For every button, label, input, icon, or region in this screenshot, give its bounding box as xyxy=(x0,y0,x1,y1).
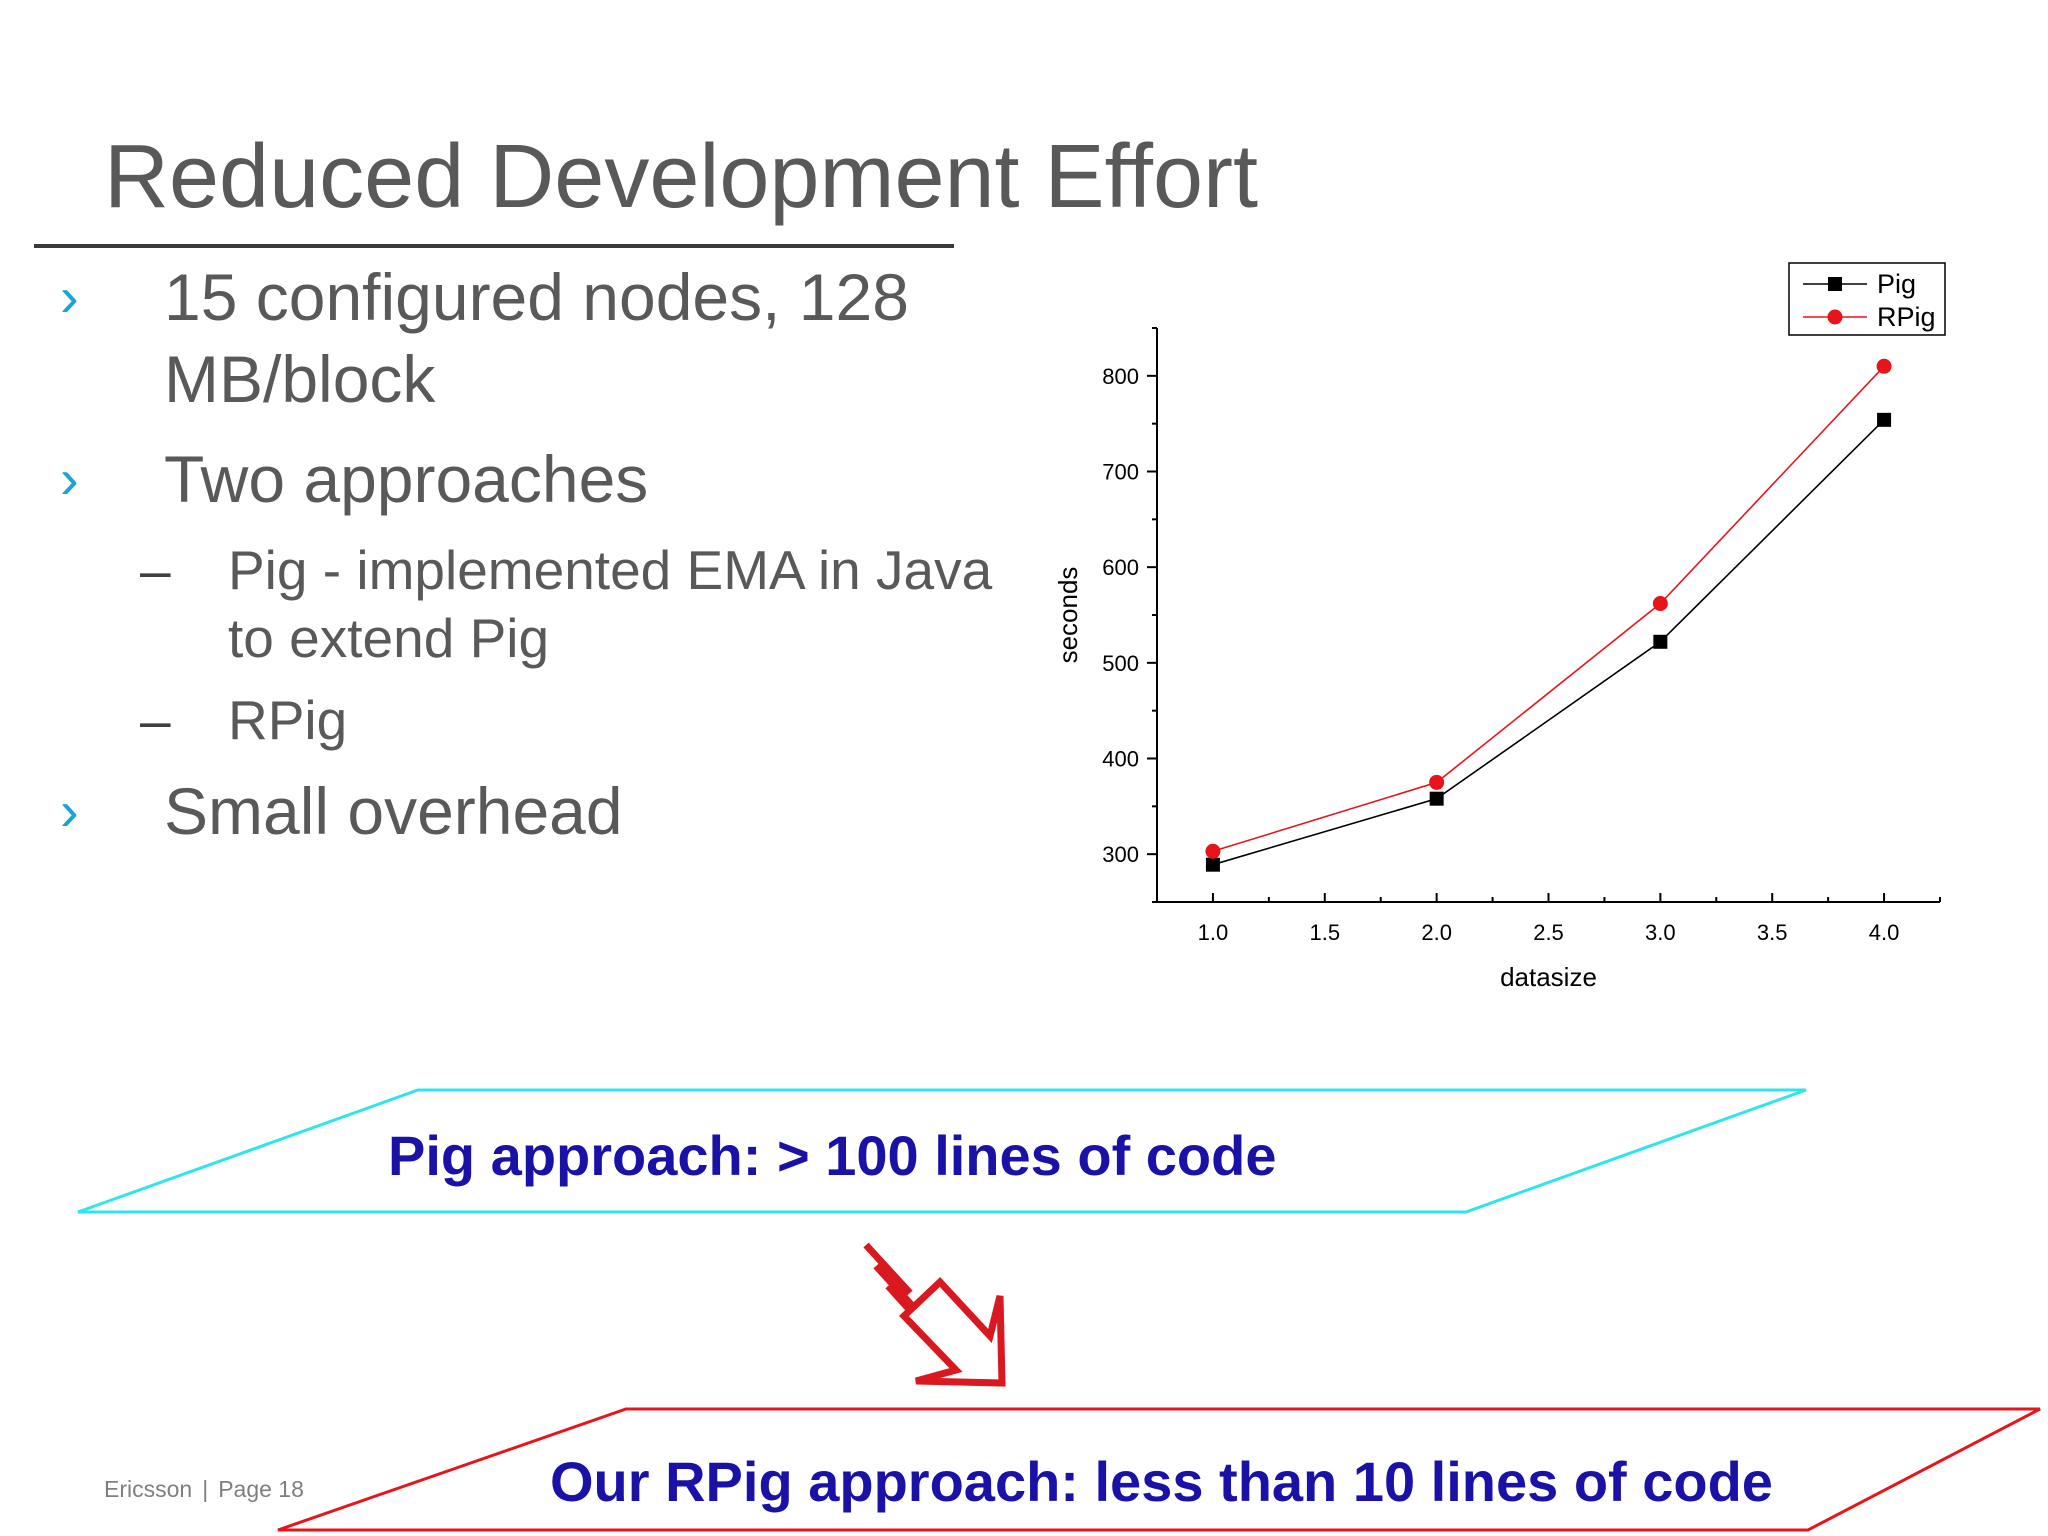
y-tick-label: 800 xyxy=(1102,364,1139,389)
x-tick-label: 1.0 xyxy=(1198,920,1229,945)
footer: Ericsson | Page 18 xyxy=(104,1476,304,1503)
chevron-right-icon: › xyxy=(60,265,79,328)
pig-callout-text: Pig approach: > 100 lines of code xyxy=(388,1124,1277,1187)
down-right-arrow-icon xyxy=(863,1242,1006,1387)
y-tick-label: 500 xyxy=(1102,651,1139,676)
x-tick-label: 3.0 xyxy=(1645,920,1676,945)
data-point-pig xyxy=(1429,791,1444,806)
bullet-nodes-line2: MB/block xyxy=(164,342,436,416)
bullet-nodes-line1: 15 configured nodes, 128 xyxy=(164,260,909,334)
bullet-small-overhead-text: Small overhead xyxy=(164,774,623,848)
data-point-rpig xyxy=(1652,596,1668,612)
rpig-callout-parallelogram xyxy=(277,1407,2041,1532)
rpig-callout-text: Our RPig approach: less than 10 lines of… xyxy=(550,1450,1773,1513)
pig-callout-parallelogram xyxy=(77,1088,1807,1214)
x-tick-label: 1.5 xyxy=(1309,920,1340,945)
title-underline xyxy=(34,244,954,248)
chevron-right-icon: › xyxy=(60,447,79,510)
y-tick-label: 600 xyxy=(1102,555,1139,580)
x-tick-label: 2.0 xyxy=(1421,920,1452,945)
runtime-line-chart: 1.0 1.5 2.0 2.5 3.0 3.5 4.0 300 400 500 600 700 800 d… xyxy=(1053,262,1946,992)
bullet-two-approaches-text: Two approaches xyxy=(164,442,649,516)
y-tick-label: 700 xyxy=(1102,460,1139,485)
dash-icon: – xyxy=(140,689,171,751)
legend-marker-rpig xyxy=(1827,309,1843,325)
bullet-small-overhead: › Small overhead xyxy=(60,770,623,852)
y-tick-label: 400 xyxy=(1102,747,1139,772)
series-line-pig xyxy=(1212,419,1885,866)
dash-icon: – xyxy=(140,539,171,601)
legend-label-rpig: RPig xyxy=(1877,302,1936,332)
data-point-rpig xyxy=(1429,774,1445,790)
legend-marker-pig xyxy=(1828,277,1842,291)
footer-separator: | xyxy=(202,1476,209,1502)
chevron-right-icon: › xyxy=(60,779,79,842)
y-tick-label: 300 xyxy=(1102,842,1139,867)
x-tick-label: 4.0 xyxy=(1869,920,1900,945)
series-line-rpig xyxy=(1212,365,1885,853)
sub-bullet-rpig: – RPig xyxy=(140,686,348,754)
y-axis-label: seconds xyxy=(1053,567,1083,664)
bullet-two-approaches: › Two approaches xyxy=(60,438,649,520)
x-tick-label: 3.5 xyxy=(1757,920,1788,945)
sub-bullet-pig-line2: to extend Pig xyxy=(228,607,550,669)
slide-title: Reduced Development Effort xyxy=(104,127,1259,227)
footer-page-number: Page 18 xyxy=(218,1476,304,1502)
data-point-rpig xyxy=(1205,843,1221,859)
data-point-pig xyxy=(1653,634,1668,649)
sub-bullet-pig-line1: Pig - implemented EMA in Java xyxy=(228,539,993,601)
x-axis-label: datasize xyxy=(1500,962,1597,992)
bullet-nodes: › 15 configured nodes, 128 MB/block xyxy=(60,256,909,420)
legend-label-pig: Pig xyxy=(1877,269,1916,299)
data-point-pig xyxy=(1205,857,1220,872)
data-point-rpig xyxy=(1876,358,1892,374)
x-tick-label: 2.5 xyxy=(1533,920,1564,945)
data-point-pig xyxy=(1877,412,1892,427)
sub-bullet-rpig-text: RPig xyxy=(228,689,348,751)
footer-company: Ericsson xyxy=(104,1476,193,1502)
sub-bullet-pig: – Pig - implemented EMA in Java to exten… xyxy=(140,536,993,672)
legend-box xyxy=(1788,262,1946,336)
